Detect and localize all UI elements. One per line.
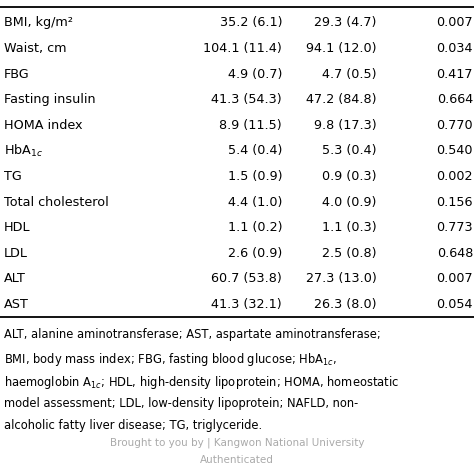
Text: 94.1 (12.0): 94.1 (12.0) xyxy=(306,42,377,55)
Text: 60.7 (53.8): 60.7 (53.8) xyxy=(211,273,282,285)
Text: Waist, cm: Waist, cm xyxy=(4,42,66,55)
Text: 5.3 (0.4): 5.3 (0.4) xyxy=(322,145,377,157)
Text: 35.2 (6.1): 35.2 (6.1) xyxy=(219,17,282,29)
Text: 1.1 (0.3): 1.1 (0.3) xyxy=(322,221,377,234)
Text: 0.002: 0.002 xyxy=(437,170,473,183)
Text: LDL: LDL xyxy=(4,247,27,260)
Text: 4.4 (1.0): 4.4 (1.0) xyxy=(228,196,282,209)
Text: BMI, body mass index; FBG, fasting blood glucose; HbA$_{1c}$,: BMI, body mass index; FBG, fasting blood… xyxy=(4,351,337,368)
Text: 4.9 (0.7): 4.9 (0.7) xyxy=(228,68,282,81)
Text: AST: AST xyxy=(4,298,28,311)
Text: Authenticated: Authenticated xyxy=(200,455,274,465)
Text: model assessment; LDL, low-density lipoprotein; NAFLD, non-: model assessment; LDL, low-density lipop… xyxy=(4,397,358,410)
Text: 29.3 (4.7): 29.3 (4.7) xyxy=(314,17,377,29)
Text: 0.007: 0.007 xyxy=(437,273,473,285)
Text: 9.8 (17.3): 9.8 (17.3) xyxy=(314,119,377,132)
Text: alcoholic fatty liver disease; TG, triglyceride.: alcoholic fatty liver disease; TG, trigl… xyxy=(4,419,262,432)
Text: 4.7 (0.5): 4.7 (0.5) xyxy=(322,68,377,81)
Text: haemoglobin A$_{1c}$; HDL, high-density lipoprotein; HOMA, homeostatic: haemoglobin A$_{1c}$; HDL, high-density … xyxy=(4,374,399,391)
Text: 104.1 (11.4): 104.1 (11.4) xyxy=(203,42,282,55)
Text: 2.6 (0.9): 2.6 (0.9) xyxy=(228,247,282,260)
Text: 0.773: 0.773 xyxy=(437,221,473,234)
Text: 0.9 (0.3): 0.9 (0.3) xyxy=(322,170,377,183)
Text: BMI, kg/m²: BMI, kg/m² xyxy=(4,17,73,29)
Text: 0.417: 0.417 xyxy=(437,68,473,81)
Text: Total cholesterol: Total cholesterol xyxy=(4,196,109,209)
Text: ALT: ALT xyxy=(4,273,26,285)
Text: 27.3 (13.0): 27.3 (13.0) xyxy=(306,273,377,285)
Text: Fasting insulin: Fasting insulin xyxy=(4,93,95,106)
Text: 0.648: 0.648 xyxy=(437,247,473,260)
Text: 0.054: 0.054 xyxy=(437,298,473,311)
Text: 5.4 (0.4): 5.4 (0.4) xyxy=(228,145,282,157)
Text: FBG: FBG xyxy=(4,68,29,81)
Text: TG: TG xyxy=(4,170,21,183)
Text: 4.0 (0.9): 4.0 (0.9) xyxy=(322,196,377,209)
Text: HDL: HDL xyxy=(4,221,30,234)
Text: ALT, alanine aminotransferase; AST, aspartate aminotransferase;: ALT, alanine aminotransferase; AST, aspa… xyxy=(4,328,381,341)
Text: 1.5 (0.9): 1.5 (0.9) xyxy=(228,170,282,183)
Text: 0.664: 0.664 xyxy=(437,93,473,106)
Text: HbA$_{1c}$: HbA$_{1c}$ xyxy=(4,143,43,159)
Text: 8.9 (11.5): 8.9 (11.5) xyxy=(219,119,282,132)
Text: 0.770: 0.770 xyxy=(437,119,473,132)
Text: 0.156: 0.156 xyxy=(437,196,473,209)
Text: 41.3 (32.1): 41.3 (32.1) xyxy=(211,298,282,311)
Text: 26.3 (8.0): 26.3 (8.0) xyxy=(314,298,377,311)
Text: 1.1 (0.2): 1.1 (0.2) xyxy=(228,221,282,234)
Text: 47.2 (84.8): 47.2 (84.8) xyxy=(306,93,377,106)
Text: HOMA index: HOMA index xyxy=(4,119,82,132)
Text: 0.034: 0.034 xyxy=(437,42,473,55)
Text: 0.540: 0.540 xyxy=(437,145,473,157)
Text: 0.007: 0.007 xyxy=(437,17,473,29)
Text: 2.5 (0.8): 2.5 (0.8) xyxy=(322,247,377,260)
Text: 41.3 (54.3): 41.3 (54.3) xyxy=(211,93,282,106)
Text: Brought to you by | Kangwon National University: Brought to you by | Kangwon National Uni… xyxy=(110,438,364,448)
